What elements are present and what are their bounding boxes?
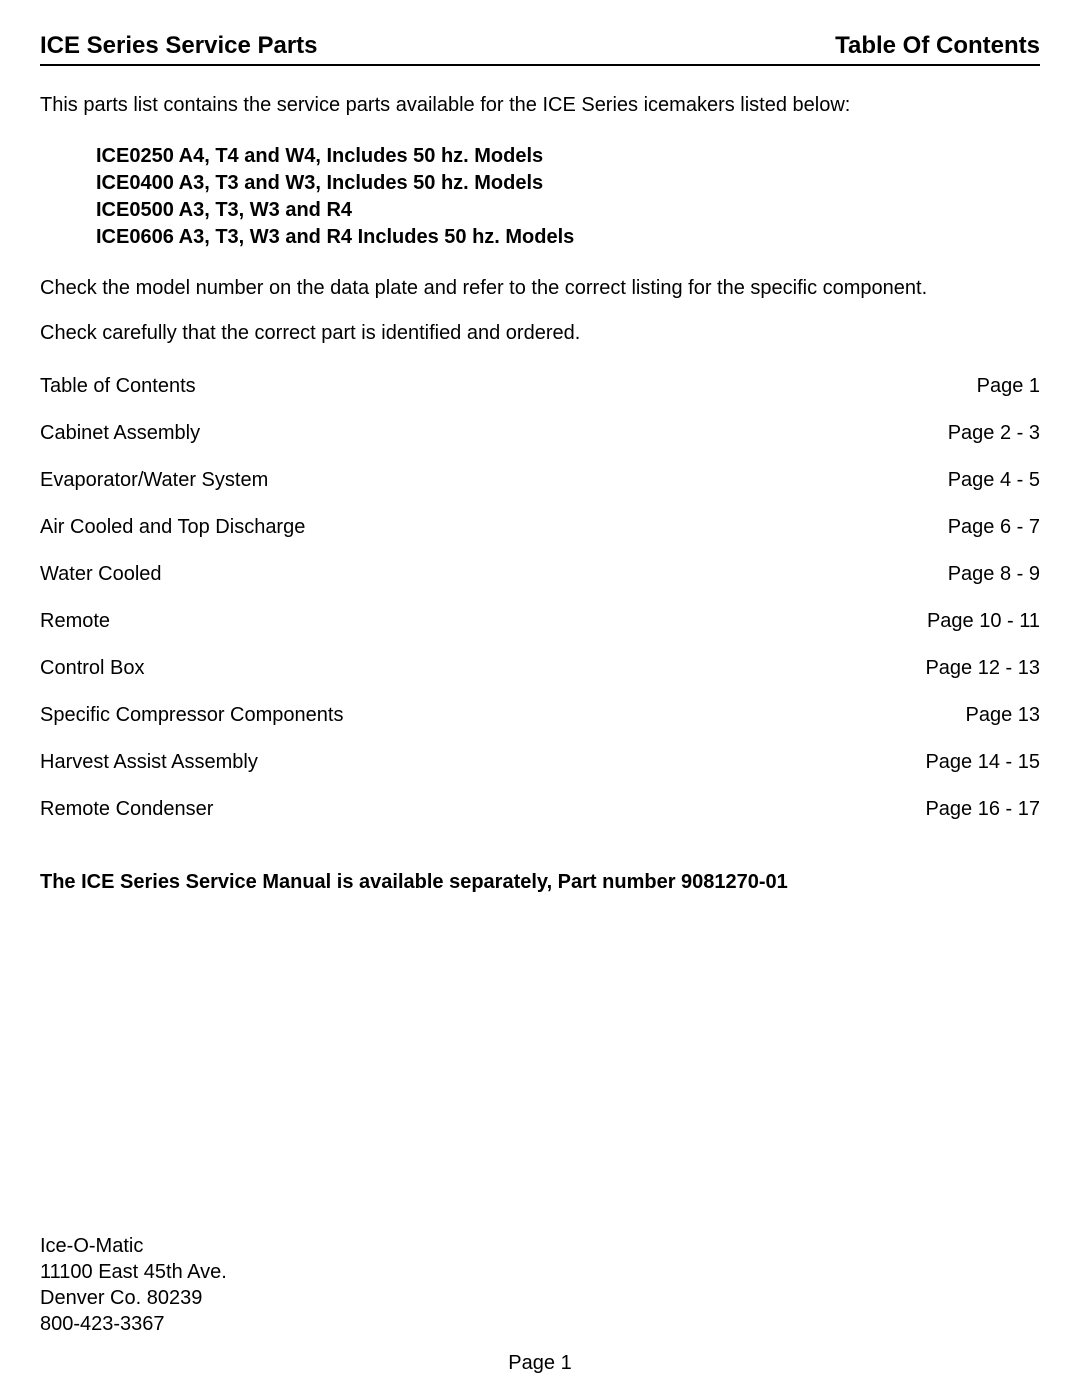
toc-page: Page 8 - 9 <box>948 563 1040 586</box>
toc-row: Water Cooled Page 8 - 9 <box>40 563 1040 586</box>
header-left-title: ICE Series Service Parts <box>40 32 318 60</box>
toc-row: Control Box Page 12 - 13 <box>40 657 1040 680</box>
toc-page: Page 6 - 7 <box>948 516 1040 539</box>
toc-row: Cabinet Assembly Page 2 - 3 <box>40 422 1040 445</box>
toc-title: Remote <box>40 610 110 633</box>
toc-title: Air Cooled and Top Discharge <box>40 516 305 539</box>
toc-row: Evaporator/Water System Page 4 - 5 <box>40 469 1040 492</box>
header: ICE Series Service Parts Table Of Conten… <box>40 32 1040 66</box>
toc-title: Cabinet Assembly <box>40 422 200 445</box>
toc-title: Harvest Assist Assembly <box>40 751 258 774</box>
page-number: Page 1 <box>0 1352 1080 1375</box>
instructions-paragraph-1: Check the model number on the data plate… <box>40 277 1040 300</box>
toc-title: Evaporator/Water System <box>40 469 268 492</box>
model-line: ICE0250 A4, T4 and W4, Includes 50 hz. M… <box>96 143 1040 170</box>
toc-page: Page 4 - 5 <box>948 469 1040 492</box>
toc-row: Remote Condenser Page 16 - 17 <box>40 798 1040 821</box>
toc-title: Water Cooled <box>40 563 162 586</box>
toc-row: Harvest Assist Assembly Page 14 - 15 <box>40 751 1040 774</box>
toc-title: Remote Condenser <box>40 798 213 821</box>
model-line: ICE0500 A3, T3, W3 and R4 <box>96 197 1040 224</box>
table-of-contents: Table of Contents Page 1 Cabinet Assembl… <box>40 375 1040 821</box>
footer-company: Ice-O-Matic <box>40 1233 227 1259</box>
header-right-title: Table Of Contents <box>835 32 1040 60</box>
toc-row: Specific Compressor Components Page 13 <box>40 704 1040 727</box>
model-line: ICE0400 A3, T3 and W3, Includes 50 hz. M… <box>96 170 1040 197</box>
footer-city: Denver Co. 80239 <box>40 1285 227 1311</box>
footer-street: 11100 East 45th Ave. <box>40 1259 227 1285</box>
toc-page: Page 13 <box>965 704 1040 727</box>
toc-row: Table of Contents Page 1 <box>40 375 1040 398</box>
toc-row: Air Cooled and Top Discharge Page 6 - 7 <box>40 516 1040 539</box>
footer-address: Ice-O-Matic 11100 East 45th Ave. Denver … <box>40 1233 227 1337</box>
intro-paragraph: This parts list contains the service par… <box>40 94 1040 117</box>
toc-page: Page 10 - 11 <box>927 610 1040 633</box>
model-line: ICE0606 A3, T3, W3 and R4 Includes 50 hz… <box>96 224 1040 251</box>
toc-title: Specific Compressor Components <box>40 704 343 727</box>
footer-phone: 800-423-3367 <box>40 1311 227 1337</box>
toc-page: Page 16 - 17 <box>925 798 1040 821</box>
toc-page: Page 14 - 15 <box>925 751 1040 774</box>
toc-page: Page 1 <box>977 375 1040 398</box>
models-list: ICE0250 A4, T4 and W4, Includes 50 hz. M… <box>40 143 1040 251</box>
toc-title: Control Box <box>40 657 145 680</box>
toc-page: Page 2 - 3 <box>948 422 1040 445</box>
service-manual-note: The ICE Series Service Manual is availab… <box>40 871 1040 894</box>
instructions-paragraph-2: Check carefully that the correct part is… <box>40 322 1040 345</box>
toc-title: Table of Contents <box>40 375 196 398</box>
toc-row: Remote Page 10 - 11 <box>40 610 1040 633</box>
toc-page: Page 12 - 13 <box>925 657 1040 680</box>
